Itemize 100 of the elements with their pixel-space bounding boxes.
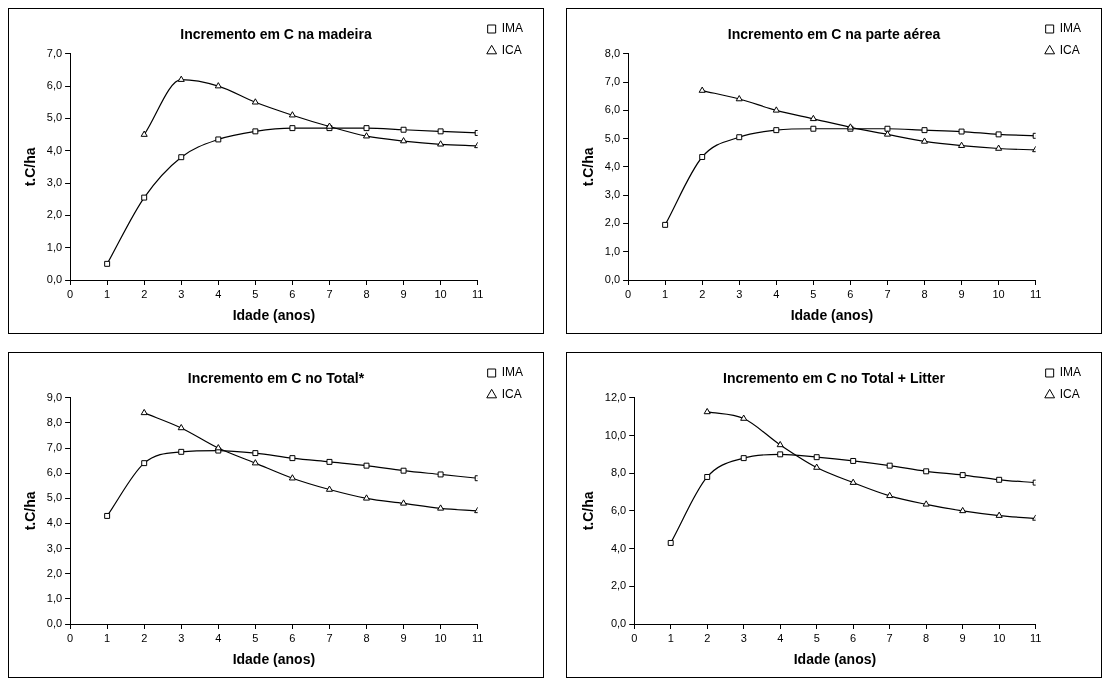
x-tick-label: 2 [141, 287, 148, 300]
y-tick-label: 5,0 [46, 491, 63, 504]
y-tick-label: 5,0 [604, 131, 621, 144]
y-tick-label: 6,0 [46, 466, 63, 479]
x-tick-label: 1 [662, 287, 669, 300]
y-axis-title: t.C/ha [580, 147, 597, 187]
x-tick-label: 4 [215, 631, 222, 644]
x-tick-label: 6 [850, 631, 857, 644]
x-axis-title: Idade (anos) [232, 651, 316, 668]
x-tick-label: 8 [921, 287, 928, 300]
x-tick-label: 7 [326, 631, 333, 644]
x-tick-label: 10 [992, 287, 1005, 300]
x-tick-label: 5 [813, 631, 820, 644]
y-tick-label: 3,0 [46, 541, 63, 554]
x-tick-label: 3 [736, 287, 743, 300]
x-tick-label: 9 [400, 287, 407, 300]
y-tick-label: 0,0 [46, 617, 63, 630]
y-tick-label: 7,0 [46, 441, 63, 454]
y-tick-label: 0,0 [604, 273, 621, 286]
y-tick-label: 1,0 [604, 244, 621, 257]
x-tick-label: 8 [923, 631, 930, 644]
chart-title: Incremento em C no Total + Litter [723, 370, 946, 387]
y-tick-label: 7,0 [604, 75, 621, 88]
x-tick-label: 5 [252, 287, 259, 300]
y-axis-title: t.C/ha [580, 491, 597, 531]
x-tick-label: 1 [104, 287, 111, 300]
x-tick-label: 9 [958, 287, 965, 300]
x-tick-label: 0 [67, 287, 74, 300]
x-tick-label: 7 [886, 631, 893, 644]
y-tick-label: 2,0 [46, 208, 63, 221]
y-axis-title: t.C/ha [22, 491, 39, 531]
x-tick-label: 4 [773, 287, 780, 300]
x-tick-label: 3 [740, 631, 747, 644]
chart-title: Incremento em C no Total* [187, 370, 365, 387]
x-tick-label: 11 [1029, 287, 1042, 300]
x-tick-label: 5 [810, 287, 817, 300]
y-tick-label: 0,0 [46, 273, 63, 286]
x-tick-label: 10 [993, 631, 1006, 644]
x-tick-label: 6 [847, 287, 854, 300]
x-tick-label: 11 [1029, 631, 1042, 644]
x-tick-label: 6 [289, 287, 296, 300]
x-tick-label: 2 [704, 631, 711, 644]
x-tick-label: 2 [141, 631, 148, 644]
x-tick-label: 3 [178, 287, 185, 300]
y-tick-label: 4,0 [46, 143, 63, 156]
x-tick-label: 10 [434, 287, 447, 300]
legend-label: ICA [1059, 43, 1080, 58]
x-axis-title: Idade (anos) [790, 307, 874, 324]
legend-label: ICA [501, 43, 522, 58]
legend-label: IMA [501, 365, 524, 380]
y-tick-label: 0,0 [610, 617, 627, 630]
legend-label: IMA [1059, 21, 1082, 36]
x-tick-label: 3 [178, 631, 185, 644]
y-tick-label: 3,0 [604, 188, 621, 201]
y-tick-label: 8,0 [610, 466, 627, 479]
legend-label: IMA [501, 21, 524, 36]
y-tick-label: 7,0 [46, 46, 63, 59]
x-tick-label: 1 [667, 631, 674, 644]
y-tick-label: 2,0 [610, 579, 627, 592]
y-tick-label: 2,0 [604, 216, 621, 229]
y-tick-label: 12,0 [604, 390, 627, 403]
x-tick-label: 6 [289, 631, 296, 644]
y-tick-label: 5,0 [46, 111, 63, 124]
y-tick-label: 8,0 [604, 46, 621, 59]
x-tick-label: 9 [400, 631, 407, 644]
chart-title: Incremento em C na parte aérea [727, 26, 941, 43]
y-tick-label: 6,0 [604, 103, 621, 116]
y-tick-label: 1,0 [46, 591, 63, 604]
x-tick-label: 2 [699, 287, 706, 300]
x-tick-label: 8 [363, 631, 370, 644]
x-tick-label: 0 [625, 287, 632, 300]
x-tick-label: 0 [67, 631, 74, 644]
y-tick-label: 4,0 [604, 159, 621, 172]
y-tick-label: 9,0 [46, 390, 63, 403]
legend-label: ICA [1059, 387, 1080, 402]
y-tick-label: 4,0 [46, 516, 63, 529]
y-tick-label: 6,0 [610, 503, 627, 516]
y-tick-label: 8,0 [46, 415, 63, 428]
x-tick-label: 4 [777, 631, 784, 644]
y-axis-title: t.C/ha [22, 147, 39, 187]
x-tick-label: 9 [959, 631, 966, 644]
x-tick-label: 8 [363, 287, 370, 300]
y-tick-label: 1,0 [46, 240, 63, 253]
y-tick-label: 2,0 [46, 566, 63, 579]
x-tick-label: 10 [434, 631, 447, 644]
x-tick-label: 7 [884, 287, 891, 300]
x-tick-label: 1 [104, 631, 111, 644]
x-tick-label: 7 [326, 287, 333, 300]
y-tick-label: 3,0 [46, 176, 63, 189]
x-tick-label: 11 [471, 287, 484, 300]
x-axis-title: Idade (anos) [232, 307, 316, 324]
legend-label: IMA [1059, 365, 1082, 380]
y-tick-label: 6,0 [46, 79, 63, 92]
chart-title: Incremento em C na madeira [180, 26, 372, 43]
x-axis-title: Idade (anos) [793, 651, 877, 668]
legend-label: ICA [501, 387, 522, 402]
y-tick-label: 4,0 [610, 541, 627, 554]
y-tick-label: 10,0 [604, 428, 627, 441]
x-tick-label: 0 [631, 631, 638, 644]
x-tick-label: 4 [215, 287, 222, 300]
